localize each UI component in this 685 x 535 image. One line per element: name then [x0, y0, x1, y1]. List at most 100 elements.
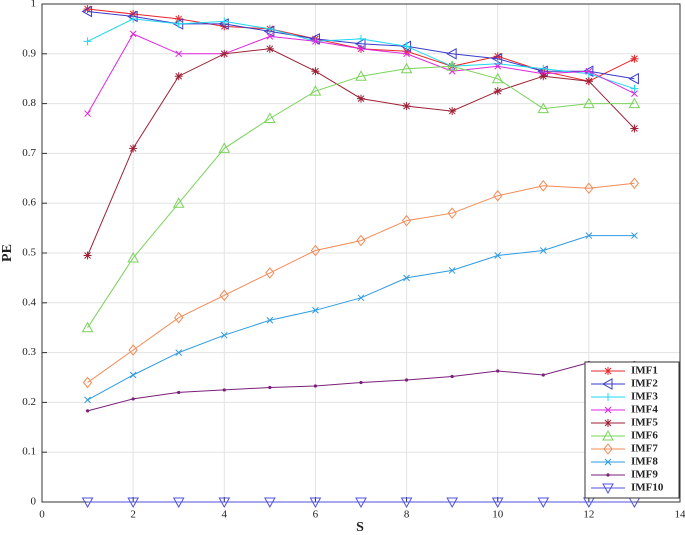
series-line [87, 65, 635, 328]
marker [172, 197, 185, 208]
marker [357, 294, 365, 302]
marker [403, 274, 410, 282]
marker-stroke [357, 95, 365, 102]
marker [628, 97, 641, 109]
marker-stroke [220, 50, 228, 58]
marker-shape [309, 497, 322, 509]
marker [129, 14, 138, 23]
marker-shape [493, 189, 503, 202]
marker [359, 380, 363, 385]
marker-shape [264, 112, 276, 124]
marker [357, 94, 365, 103]
legend-label: IMF1 [631, 365, 658, 377]
marker [606, 473, 610, 477]
marker-stroke [312, 37, 319, 45]
marker [84, 110, 91, 117]
marker [222, 388, 226, 392]
marker-stroke [494, 252, 502, 259]
marker [446, 60, 458, 71]
marker-stroke [357, 294, 365, 302]
marker-stroke [312, 67, 319, 75]
marker-stroke [539, 72, 547, 80]
marker-shape [537, 102, 550, 114]
y-tick-label: 0.8 [22, 97, 36, 109]
marker-shape [446, 60, 458, 71]
marker [356, 234, 366, 247]
marker-stroke [175, 50, 183, 58]
marker-shape [628, 97, 641, 109]
y-tick-label: 0.2 [22, 396, 36, 408]
marker [583, 97, 595, 109]
marker [539, 247, 547, 254]
marker [604, 458, 612, 466]
y-axis-label: PE [0, 244, 15, 262]
x-tick-label: 8 [404, 509, 410, 521]
marker [537, 497, 550, 509]
marker [266, 316, 274, 324]
marker [601, 378, 613, 390]
marker-shape [356, 234, 366, 247]
marker-stroke [129, 371, 137, 379]
y-tick-label: 1 [31, 0, 37, 10]
legend-label: IMF2 [631, 378, 658, 390]
marker [84, 396, 91, 404]
marker [312, 37, 319, 45]
marker [448, 67, 456, 75]
marker [402, 42, 411, 51]
marker [541, 373, 545, 377]
marker-shape [629, 177, 640, 190]
marker-stroke [494, 62, 502, 70]
marker-shape [85, 409, 90, 413]
marker [309, 497, 322, 509]
marker [630, 54, 639, 63]
marker-stroke [84, 252, 91, 259]
x-tick-label: 4 [222, 509, 228, 521]
marker [402, 102, 411, 111]
marker [265, 267, 275, 279]
marker [265, 24, 274, 33]
marker [309, 85, 322, 96]
marker [311, 67, 320, 76]
marker [220, 331, 228, 339]
marker [629, 177, 640, 190]
marker-stroke [403, 50, 410, 58]
marker [584, 182, 594, 195]
marker-shape [355, 497, 367, 509]
marker-shape [128, 344, 138, 356]
marker-shape [310, 244, 321, 257]
marker-shape [177, 390, 181, 395]
y-tick-label: 0.1 [22, 446, 36, 458]
marker-stroke [84, 110, 91, 117]
marker [264, 112, 276, 124]
marker [127, 251, 139, 263]
marker-stroke [175, 15, 183, 23]
marker-shape [264, 497, 276, 509]
marker-shape [491, 497, 504, 509]
marker [446, 47, 457, 60]
marker-shape [628, 72, 639, 85]
marker [631, 90, 638, 97]
marker-shape [81, 321, 94, 333]
marker [585, 232, 593, 239]
marker-stroke [266, 45, 274, 53]
marker [357, 34, 365, 43]
marker [177, 390, 181, 395]
marker [172, 497, 185, 509]
marker [355, 497, 367, 509]
marker-shape [127, 497, 139, 509]
marker [404, 378, 409, 382]
marker [313, 384, 318, 388]
marker-stroke [312, 306, 319, 314]
marker [602, 483, 614, 495]
marker-stroke [357, 45, 365, 53]
marker-shape [447, 207, 457, 219]
marker-shape [265, 267, 275, 279]
y-tick-label: 0.7 [22, 147, 36, 159]
marker [493, 189, 503, 202]
marker-shape [446, 47, 457, 60]
legend-label: IMF8 [631, 456, 658, 468]
marker [628, 72, 639, 85]
y-tick-label: 0.9 [22, 47, 36, 59]
